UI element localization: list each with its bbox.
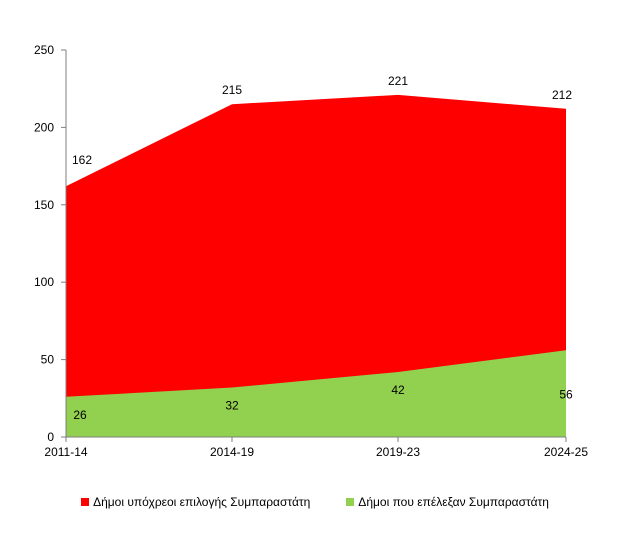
- y-tick-label: 50: [41, 353, 55, 367]
- y-tick-label: 0: [47, 430, 54, 444]
- data-label-chose: 42: [391, 383, 405, 397]
- data-label-required: 215: [222, 83, 242, 97]
- x-tick-label: 2019-23: [376, 445, 420, 459]
- legend-swatch-green: [346, 498, 355, 506]
- area-series-0: [66, 94, 566, 438]
- legend-item-chose: Δήμοι που επέλεξαν Συμπαραστάτη: [346, 495, 549, 509]
- legend: Δήμοι υπόχρεοι επιλογής Συμπαραστάτη Δήμ…: [0, 490, 630, 514]
- legend-label-chose: Δήμοι που επέλεξαν Συμπαραστάτη: [358, 495, 549, 509]
- data-label-required: 212: [552, 88, 572, 102]
- x-tick-label: 2011-14: [44, 445, 87, 459]
- area-series-1: [66, 350, 566, 437]
- data-label-required: 221: [388, 74, 408, 88]
- legend-label-required: Δήμοι υπόχρεοι επιλογής Συμπαραστάτη: [93, 495, 311, 509]
- data-label-chose: 56: [559, 387, 573, 401]
- y-tick-label: 150: [34, 198, 54, 212]
- x-tick-label: 2014-19: [210, 445, 254, 459]
- data-label-chose: 26: [73, 408, 87, 422]
- y-tick-label: 200: [34, 120, 54, 134]
- legend-swatch-red: [81, 498, 90, 506]
- y-tick-label: 250: [34, 43, 54, 57]
- data-label-required: 162: [72, 153, 92, 167]
- data-label-chose: 32: [225, 398, 239, 412]
- legend-item-required: Δήμοι υπόχρεοι επιλογής Συμπαραστάτη: [81, 495, 310, 509]
- x-tick-label: 2024-25: [544, 445, 588, 459]
- y-tick-label: 100: [34, 275, 54, 289]
